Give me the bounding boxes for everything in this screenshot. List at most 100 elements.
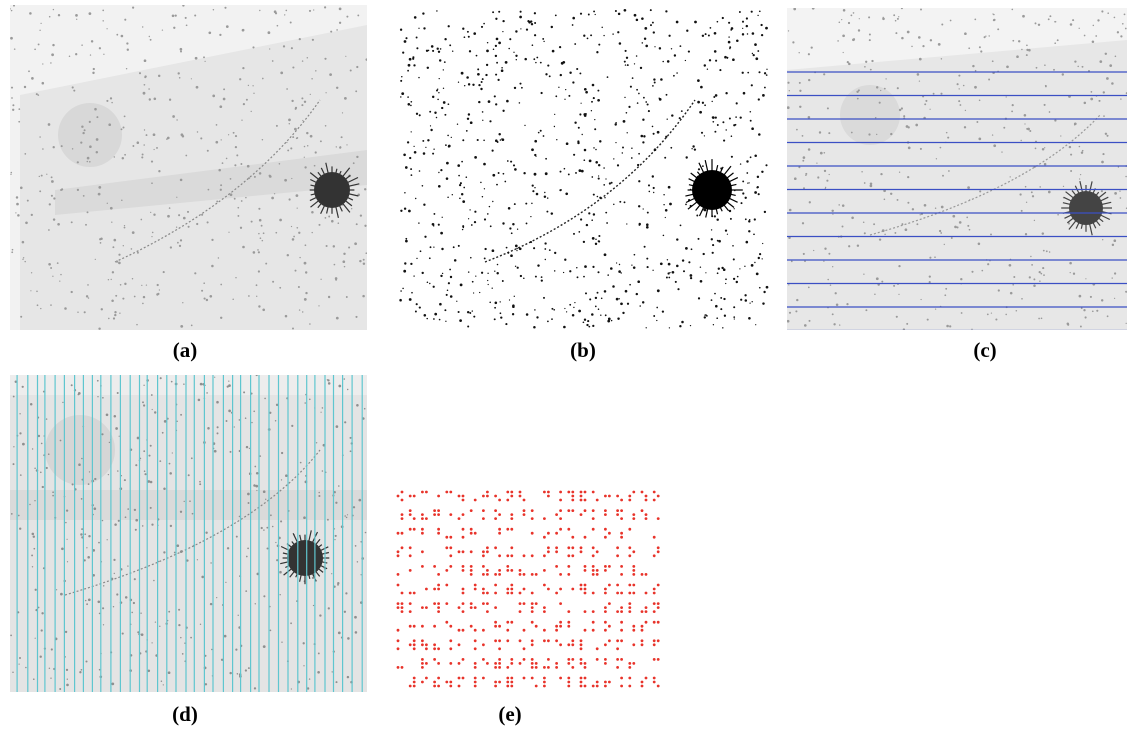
braille-dot bbox=[604, 588, 607, 591]
dot bbox=[720, 297, 722, 299]
dot bbox=[452, 194, 453, 195]
dot bbox=[864, 232, 866, 234]
dot bbox=[646, 327, 647, 328]
dot bbox=[593, 213, 595, 215]
dot bbox=[458, 245, 460, 247]
dot bbox=[143, 385, 144, 386]
dot bbox=[204, 61, 205, 62]
dot bbox=[552, 50, 555, 53]
dot bbox=[353, 162, 355, 164]
dot bbox=[448, 25, 450, 27]
dot bbox=[415, 198, 416, 199]
dot bbox=[296, 138, 298, 140]
braille-dot bbox=[506, 639, 509, 642]
dot bbox=[742, 33, 744, 35]
dot bbox=[1048, 191, 1051, 194]
dot bbox=[485, 74, 487, 76]
dot bbox=[304, 101, 306, 103]
dot bbox=[188, 226, 190, 228]
dot bbox=[144, 84, 146, 86]
dot bbox=[858, 89, 860, 91]
braille-dot bbox=[482, 677, 485, 680]
dot bbox=[799, 90, 801, 92]
dot bbox=[33, 678, 35, 680]
braille-dot bbox=[616, 592, 619, 595]
dot bbox=[626, 57, 628, 59]
braille-dot bbox=[608, 639, 611, 642]
dot bbox=[405, 166, 408, 169]
dot bbox=[1106, 77, 1109, 80]
dot bbox=[963, 85, 965, 87]
dot bbox=[462, 139, 464, 141]
dot bbox=[735, 116, 737, 118]
dot bbox=[704, 135, 705, 136]
braille-dot bbox=[592, 573, 595, 576]
dot bbox=[1093, 25, 1095, 27]
dot bbox=[478, 101, 480, 103]
dot bbox=[450, 276, 452, 278]
dot bbox=[405, 37, 407, 39]
dot bbox=[905, 228, 908, 231]
braille-dot bbox=[580, 677, 583, 680]
dot bbox=[1102, 239, 1103, 240]
dot bbox=[356, 156, 358, 158]
dot bbox=[279, 163, 281, 165]
braille-dot bbox=[559, 621, 562, 624]
braille-dot bbox=[409, 528, 412, 531]
dot bbox=[114, 415, 117, 418]
dot bbox=[222, 162, 224, 164]
braille-dot bbox=[604, 662, 607, 665]
dot bbox=[34, 500, 35, 501]
dot bbox=[263, 529, 264, 530]
dot bbox=[11, 513, 13, 515]
dot bbox=[123, 127, 125, 129]
dot bbox=[1057, 214, 1059, 216]
dot bbox=[1084, 102, 1087, 105]
dot bbox=[750, 156, 752, 158]
dot bbox=[251, 221, 253, 223]
braille-dot bbox=[531, 621, 534, 624]
dot bbox=[200, 137, 202, 139]
dot bbox=[432, 50, 434, 52]
braille-dot bbox=[506, 592, 509, 595]
braille-dot bbox=[510, 495, 513, 498]
dot bbox=[356, 404, 359, 407]
dot bbox=[10, 37, 13, 40]
dot bbox=[33, 535, 35, 537]
braille-dot bbox=[397, 639, 400, 642]
dot bbox=[432, 153, 434, 155]
dot bbox=[757, 15, 758, 16]
dot bbox=[116, 34, 118, 36]
braille-dot bbox=[653, 588, 656, 591]
dot bbox=[92, 72, 94, 74]
dot bbox=[787, 106, 790, 109]
dot bbox=[668, 35, 670, 37]
dot bbox=[653, 187, 655, 189]
dot bbox=[430, 246, 432, 248]
dot bbox=[114, 523, 117, 526]
dot bbox=[180, 637, 182, 639]
dot bbox=[554, 114, 555, 115]
dot bbox=[1042, 232, 1044, 234]
dot bbox=[144, 473, 146, 475]
dot bbox=[760, 24, 762, 26]
dot bbox=[143, 144, 145, 146]
dot bbox=[492, 174, 495, 177]
dot bbox=[468, 113, 470, 115]
dot bbox=[425, 147, 426, 148]
dot bbox=[604, 290, 607, 293]
dot bbox=[468, 83, 470, 85]
dot bbox=[632, 77, 634, 79]
dot bbox=[144, 76, 146, 78]
dot bbox=[481, 26, 483, 28]
braille-dot bbox=[519, 495, 522, 498]
dot bbox=[725, 229, 727, 231]
dot bbox=[536, 57, 538, 59]
dot bbox=[134, 578, 136, 580]
braille-dot bbox=[596, 550, 599, 553]
braille-dot bbox=[628, 584, 631, 587]
dot bbox=[66, 509, 68, 511]
dot bbox=[430, 129, 432, 131]
dot bbox=[1111, 82, 1114, 85]
dot bbox=[243, 103, 245, 105]
